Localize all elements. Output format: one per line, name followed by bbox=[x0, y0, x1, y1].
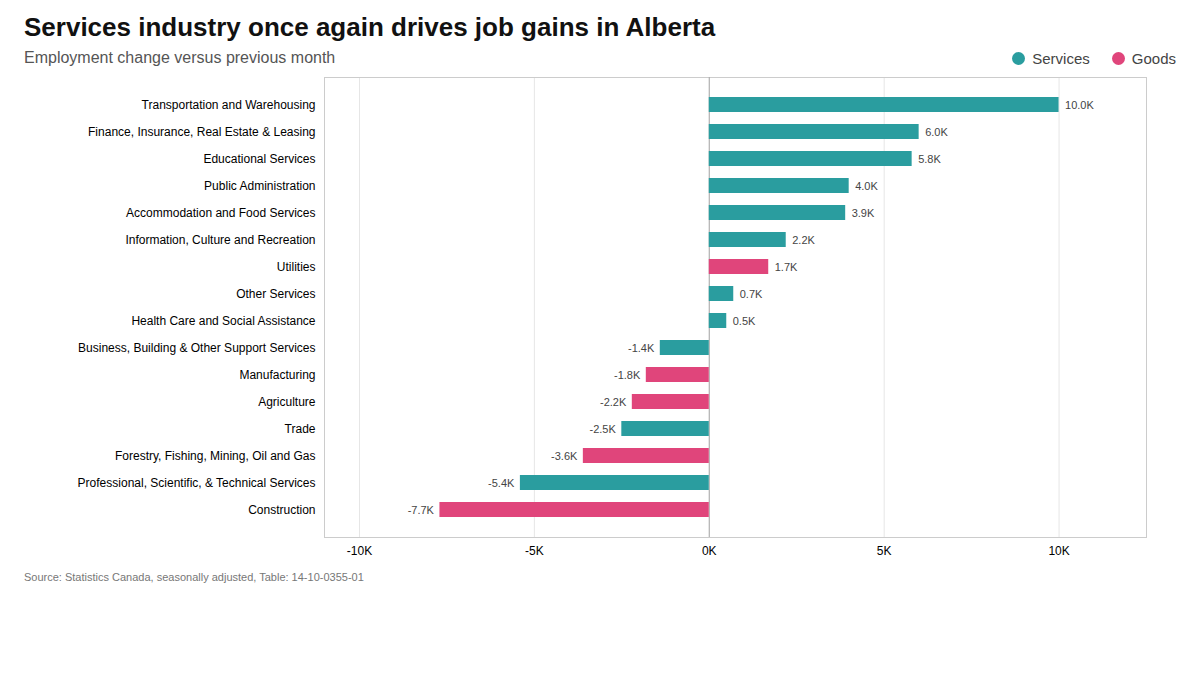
svg-text:10.0K: 10.0K bbox=[1065, 99, 1094, 111]
svg-text:Professional, Scientific, & Te: Professional, Scientific, & Technical Se… bbox=[78, 476, 316, 490]
svg-text:Construction: Construction bbox=[248, 503, 315, 517]
html-text:Services: Services bbox=[1032, 49, 1090, 67]
svg-text:Finance, Insurance, Real Estat: Finance, Insurance, Real Estate & Leasin… bbox=[88, 125, 315, 139]
svg-text:Health Care and Social Assista: Health Care and Social Assistance bbox=[131, 314, 315, 328]
svg-text:-2.2K: -2.2K bbox=[600, 396, 627, 408]
svg-text:0K: 0K bbox=[702, 544, 717, 558]
svg-text:Information, Culture and Recre: Information, Culture and Recreation bbox=[125, 233, 315, 247]
svg-text:5.8K: 5.8K bbox=[918, 153, 941, 165]
svg-text:-1.4K: -1.4K bbox=[628, 342, 655, 354]
html-text:Employment change versus previ: Employment change versus previous month bbox=[24, 49, 336, 66]
svg-text:-5K: -5K bbox=[525, 544, 544, 558]
svg-text:6.0K: 6.0K bbox=[925, 126, 948, 138]
svg-text:Public Administration: Public Administration bbox=[204, 179, 315, 193]
svg-text:3.9K: 3.9K bbox=[852, 207, 875, 219]
svg-text:10K: 10K bbox=[1048, 544, 1069, 558]
svg-text:Manufacturing: Manufacturing bbox=[239, 368, 315, 382]
svg-text:Business, Building & Other Sup: Business, Building & Other Support Servi… bbox=[78, 341, 315, 355]
svg-text:Transportation and Warehousing: Transportation and Warehousing bbox=[142, 98, 316, 112]
svg-text:Trade: Trade bbox=[285, 422, 316, 436]
svg-text:Educational Services: Educational Services bbox=[203, 152, 315, 166]
svg-text:Accommodation and Food Service: Accommodation and Food Services bbox=[126, 206, 315, 220]
svg-text:-2.5K: -2.5K bbox=[590, 423, 617, 435]
html-text:Services industry once again d: Services industry once again drives job … bbox=[24, 12, 716, 42]
svg-text:Forestry, Fishing, Mining, Oil: Forestry, Fishing, Mining, Oil and Gas bbox=[115, 449, 316, 463]
svg-text:0.5K: 0.5K bbox=[733, 315, 756, 327]
svg-text:-3.6K: -3.6K bbox=[551, 450, 578, 462]
html-text:Source: Statistics Canada, sea: Source: Statistics Canada, seasonally ad… bbox=[24, 571, 364, 583]
svg-text:-10K: -10K bbox=[347, 544, 372, 558]
svg-text:2.2K: 2.2K bbox=[792, 234, 815, 246]
svg-text:5K: 5K bbox=[877, 544, 892, 558]
svg-text:-1.8K: -1.8K bbox=[614, 369, 641, 381]
svg-text:1.7K: 1.7K bbox=[775, 261, 798, 273]
svg-text:Other Services: Other Services bbox=[236, 287, 315, 301]
svg-text:Agriculture: Agriculture bbox=[258, 395, 316, 409]
svg-text:4.0K: 4.0K bbox=[855, 180, 878, 192]
svg-text:0.7K: 0.7K bbox=[740, 288, 763, 300]
html-text:Goods: Goods bbox=[1131, 49, 1176, 67]
svg-text:-7.7K: -7.7K bbox=[408, 504, 435, 516]
svg-text:Utilities: Utilities bbox=[277, 260, 316, 274]
svg-text:-5.4K: -5.4K bbox=[488, 477, 515, 489]
